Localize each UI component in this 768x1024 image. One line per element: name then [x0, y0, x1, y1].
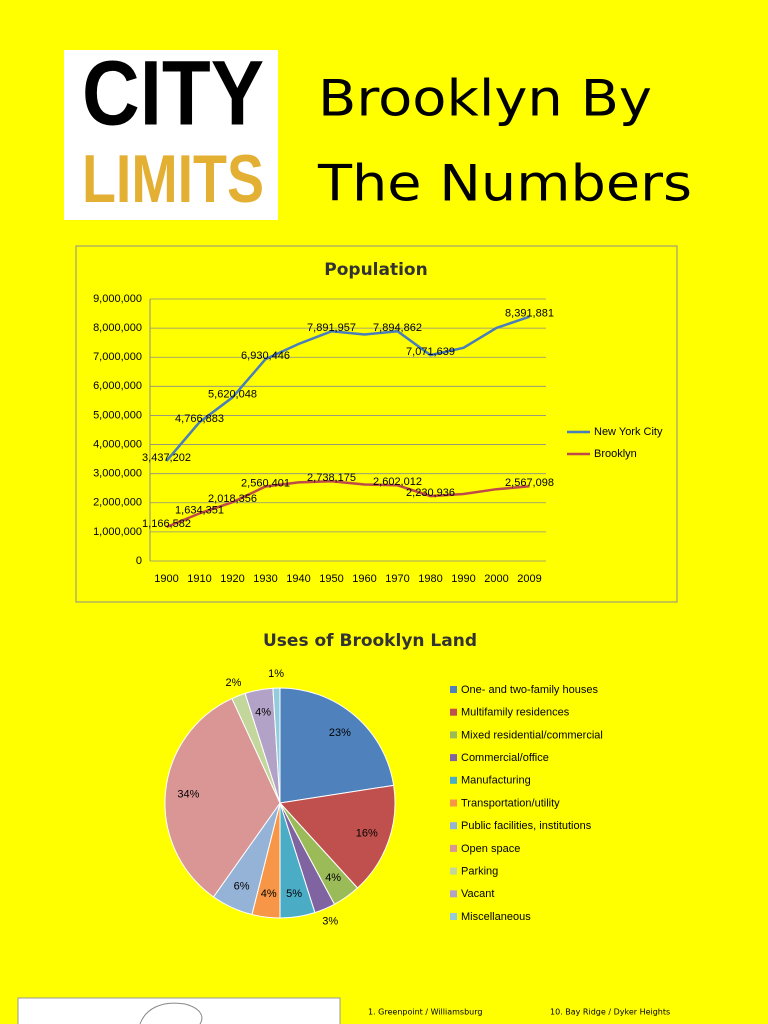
- legend-label: Public facilities, institutions: [461, 820, 592, 832]
- y-tick-label: 4,000,000: [93, 438, 142, 450]
- legend-swatch: [450, 708, 457, 716]
- chart-frame: [75, 245, 678, 603]
- legend-swatch: [450, 776, 457, 784]
- y-tick-label: 1,000,000: [93, 526, 142, 538]
- data-label: 2,560,401: [241, 477, 290, 489]
- legend-label: Transportation/utility: [461, 797, 560, 809]
- legend-label: Multifamily residences: [461, 707, 570, 719]
- data-label: 4%: [261, 888, 277, 900]
- legend-swatch: [450, 799, 457, 807]
- y-tick-label: 5,000,000: [93, 409, 142, 421]
- data-label: 3,437,202: [142, 452, 191, 464]
- legend-swatch: [450, 822, 457, 830]
- legend-swatch: [450, 844, 457, 852]
- legend-swatch: [450, 686, 457, 693]
- data-label: 3%: [322, 916, 338, 928]
- legend-label: Mixed residential/commercial: [461, 729, 603, 741]
- legend-label: New York City: [594, 426, 663, 438]
- y-tick-label: 7,000,000: [93, 351, 142, 363]
- data-label: 4%: [325, 872, 341, 884]
- data-label: 7,071,639: [406, 346, 455, 358]
- map-box: [17, 997, 341, 1024]
- data-label: 2,738,175: [307, 472, 356, 484]
- data-label: 2,230,936: [406, 487, 455, 499]
- y-tick-label: 2,000,000: [93, 497, 142, 509]
- y-tick-label: 3,000,000: [93, 468, 142, 480]
- data-label: 2%: [226, 677, 242, 689]
- legend-label: Manufacturing: [461, 775, 531, 787]
- pie-slice: [164, 697, 281, 898]
- x-tick-label: 2000: [484, 573, 508, 585]
- x-tick-label: 1900: [154, 573, 178, 585]
- legend-label: Brooklyn: [594, 448, 637, 460]
- x-tick-label: 1980: [418, 573, 442, 585]
- data-label: 4,766,883: [175, 413, 224, 425]
- data-label: 7,894,862: [373, 322, 422, 334]
- x-tick-label: 1960: [352, 573, 376, 585]
- line-series: [165, 315, 530, 462]
- data-label: 2,567,098: [505, 477, 554, 489]
- data-label: 1,634,351: [175, 504, 224, 516]
- legend-label: Vacant: [461, 888, 494, 900]
- y-tick-label: 9,000,000: [93, 293, 142, 305]
- x-tick-label: 1990: [451, 573, 475, 585]
- data-label: 2,602,012: [373, 476, 422, 488]
- data-label: 5,620,048: [208, 388, 257, 400]
- pie-slice: [272, 687, 281, 804]
- legend-label: One- and two-family houses: [461, 684, 598, 696]
- chart-title: Uses of Brooklyn Land: [263, 631, 477, 651]
- legend-label: Open space: [461, 843, 520, 855]
- logo-box: [64, 50, 278, 220]
- logo-top: CITY: [82, 42, 264, 144]
- x-tick-label: 2009: [517, 573, 541, 585]
- x-tick-label: 1950: [319, 573, 343, 585]
- data-label: 6%: [234, 880, 250, 892]
- data-label: 6,930,446: [241, 350, 290, 362]
- legend-swatch: [450, 754, 457, 762]
- data-label: 5%: [286, 888, 302, 900]
- x-tick-label: 1940: [286, 573, 310, 585]
- legend-label: Parking: [461, 866, 498, 878]
- data-label: 34%: [177, 788, 199, 800]
- data-label: 2,018,356: [208, 493, 257, 505]
- map-label: 1. Greenpoint / Williamsburg: [368, 1008, 482, 1017]
- legend-swatch: [450, 890, 457, 898]
- pie-slice: [279, 687, 395, 804]
- chart-title: Population: [324, 260, 427, 280]
- map-outline: [139, 1002, 203, 1024]
- line-series: [166, 480, 530, 529]
- y-tick-label: 0: [136, 555, 142, 567]
- legend-label: Commercial/office: [461, 752, 549, 764]
- x-tick-label: 1930: [253, 573, 277, 585]
- legend-swatch: [450, 731, 457, 739]
- y-tick-label: 6,000,000: [93, 380, 142, 392]
- legend-label: Miscellaneous: [461, 911, 531, 923]
- data-label: 1%: [268, 668, 284, 680]
- page-title: Brooklyn By: [318, 70, 652, 128]
- data-label: 23%: [329, 727, 351, 739]
- data-label: 8,391,881: [505, 308, 554, 320]
- page-title: The Numbers: [317, 155, 692, 213]
- x-tick-label: 1910: [187, 573, 211, 585]
- data-label: 4%: [255, 706, 271, 718]
- data-label: 7,891,957: [307, 322, 356, 334]
- pie-slice: [279, 784, 396, 889]
- logo-bottom: LIMITS: [82, 141, 264, 217]
- data-label: 1,166,582: [142, 518, 191, 530]
- data-label: 16%: [356, 827, 378, 839]
- map-label: 10. Bay Ridge / Dyker Heights: [550, 1008, 670, 1017]
- legend-swatch: [450, 913, 457, 920]
- x-tick-label: 1970: [385, 573, 409, 585]
- legend-swatch: [450, 867, 457, 875]
- x-tick-label: 1920: [220, 573, 244, 585]
- y-tick-label: 8,000,000: [93, 322, 142, 334]
